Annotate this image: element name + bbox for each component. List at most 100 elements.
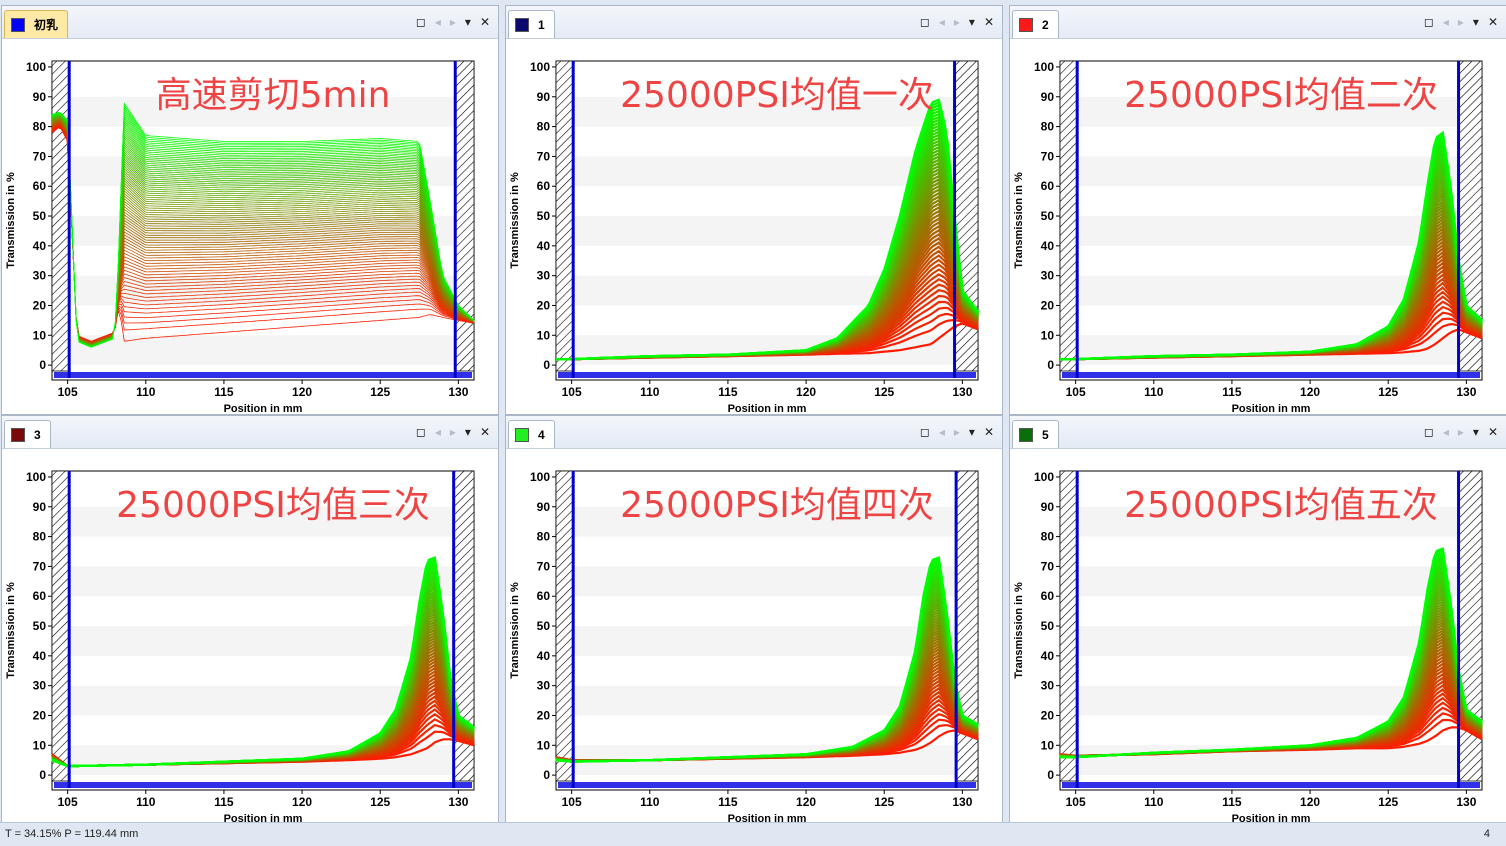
y-tick-label: 0 bbox=[1047, 768, 1054, 782]
restore-icon[interactable]: ◻ bbox=[1423, 15, 1434, 29]
panel-tab[interactable]: 初乳 bbox=[4, 10, 69, 38]
transmission-profile-line bbox=[51, 121, 475, 344]
y-tick-label: 60 bbox=[1041, 179, 1055, 193]
y-tick-label: 90 bbox=[537, 90, 551, 104]
x-tick-label: 130 bbox=[448, 385, 468, 399]
position-scale-bar bbox=[54, 372, 472, 378]
panel-tab[interactable]: 4 bbox=[508, 420, 555, 448]
dropdown-icon[interactable]: ▾ bbox=[968, 425, 975, 439]
x-tick-label: 130 bbox=[952, 385, 972, 399]
chart-canvas: 0 10 20 30 40 50 60 70 80 90 100 105 110 115 120 125 130… bbox=[509, 470, 979, 825]
close-icon[interactable]: ✕ bbox=[479, 425, 490, 439]
panel-tab[interactable]: 2 bbox=[1012, 10, 1059, 38]
next-icon[interactable]: ▸ bbox=[1457, 15, 1464, 29]
x-axis-label: Position in mm bbox=[1232, 403, 1311, 415]
close-icon[interactable]: ✕ bbox=[479, 15, 490, 29]
color-swatch-icon bbox=[515, 17, 529, 32]
restore-icon[interactable]: ◻ bbox=[415, 15, 426, 29]
panel-header: 2 ◻ ◂ ▸ ▾ ✕ bbox=[1010, 6, 1506, 39]
close-icon[interactable]: ✕ bbox=[983, 15, 994, 29]
x-tick-label: 110 bbox=[1144, 795, 1164, 809]
y-tick-label: 30 bbox=[537, 269, 551, 283]
color-swatch-icon bbox=[515, 427, 529, 442]
y-tick-label: 40 bbox=[1041, 649, 1055, 663]
y-tick-label: 70 bbox=[537, 559, 551, 573]
y-tick-label: 20 bbox=[1041, 708, 1055, 722]
transmission-profile-line bbox=[51, 123, 475, 344]
prev-icon[interactable]: ◂ bbox=[1442, 425, 1449, 439]
dropdown-icon[interactable]: ▾ bbox=[1472, 15, 1479, 29]
restore-icon[interactable]: ◻ bbox=[415, 425, 426, 439]
next-icon[interactable]: ▸ bbox=[449, 15, 456, 29]
x-tick-label: 130 bbox=[448, 795, 468, 809]
transmission-profile-line bbox=[51, 125, 475, 343]
transmission-profile-line bbox=[1060, 547, 1483, 759]
transmission-profile-line bbox=[51, 122, 475, 344]
y-tick-label: 80 bbox=[1041, 530, 1055, 544]
chart-annotation: 25000PSI均值三次 bbox=[116, 485, 430, 526]
color-swatch-icon bbox=[1019, 427, 1033, 442]
panel-tab[interactable]: 1 bbox=[508, 10, 555, 38]
dropdown-icon[interactable]: ▾ bbox=[1472, 425, 1479, 439]
prev-icon[interactable]: ◂ bbox=[434, 425, 441, 439]
panel-tab-label: 3 bbox=[34, 427, 41, 442]
chart-panel: 4 ◻ ◂ ▸ ▾ ✕ 0 10 20 30 40 50 60 70 80 90 100 105 110 115 120… bbox=[505, 415, 1003, 825]
dropdown-icon[interactable]: ▾ bbox=[464, 15, 471, 29]
grid-band bbox=[52, 275, 474, 306]
next-icon[interactable]: ▸ bbox=[1457, 425, 1464, 439]
panel-tab-label: 4 bbox=[538, 427, 545, 442]
prev-icon[interactable]: ◂ bbox=[434, 15, 441, 29]
next-icon[interactable]: ▸ bbox=[953, 15, 960, 29]
grid-band bbox=[52, 335, 474, 366]
x-tick-label: 125 bbox=[1378, 385, 1398, 399]
y-tick-label: 60 bbox=[537, 179, 551, 193]
next-icon[interactable]: ▸ bbox=[449, 425, 456, 439]
restore-icon[interactable]: ◻ bbox=[1423, 425, 1434, 439]
prev-icon[interactable]: ◂ bbox=[1442, 15, 1449, 29]
chart-annotation: 25000PSI均值五次 bbox=[1124, 485, 1438, 526]
close-icon[interactable]: ✕ bbox=[1487, 425, 1498, 439]
y-tick-label: 90 bbox=[1041, 500, 1055, 514]
chart-annotation: 25000PSI均值四次 bbox=[620, 485, 934, 526]
grid-band bbox=[556, 506, 978, 537]
x-tick-label: 105 bbox=[562, 795, 582, 809]
transmission-profile-line bbox=[555, 555, 979, 763]
chart-annotation: 25000PSI均值一次 bbox=[620, 75, 934, 116]
y-tick-label: 100 bbox=[26, 470, 46, 484]
transmission-profile-line bbox=[1060, 130, 1483, 361]
chart-canvas: 0 10 20 30 40 50 60 70 80 90 100 105 110 115 120 125 130… bbox=[509, 60, 979, 415]
y-tick-label: 40 bbox=[33, 239, 47, 253]
excluded-zone-left bbox=[51, 470, 70, 782]
restore-icon[interactable]: ◻ bbox=[919, 425, 930, 439]
panel-tab[interactable]: 3 bbox=[4, 420, 51, 448]
y-tick-label: 50 bbox=[1041, 209, 1055, 223]
x-tick-label: 110 bbox=[640, 795, 660, 809]
restore-icon[interactable]: ◻ bbox=[919, 15, 930, 29]
y-axis-label: Transmission in % bbox=[509, 172, 521, 269]
x-axis-label: Position in mm bbox=[728, 403, 807, 415]
next-icon[interactable]: ▸ bbox=[953, 425, 960, 439]
dropdown-icon[interactable]: ▾ bbox=[464, 425, 471, 439]
y-tick-label: 80 bbox=[33, 530, 47, 544]
close-icon[interactable]: ✕ bbox=[1487, 15, 1498, 29]
x-tick-label: 110 bbox=[640, 385, 660, 399]
x-tick-label: 120 bbox=[292, 385, 312, 399]
grid-band bbox=[556, 626, 978, 656]
dropdown-icon[interactable]: ▾ bbox=[968, 15, 975, 29]
transmission-profile-line bbox=[51, 122, 475, 344]
y-tick-label: 60 bbox=[537, 589, 551, 603]
y-tick-label: 100 bbox=[26, 60, 46, 74]
position-scale-bar bbox=[558, 782, 976, 788]
y-tick-label: 50 bbox=[537, 209, 551, 223]
x-tick-label: 120 bbox=[1300, 795, 1320, 809]
prev-icon[interactable]: ◂ bbox=[938, 425, 945, 439]
y-tick-label: 30 bbox=[33, 269, 47, 283]
y-tick-label: 70 bbox=[1041, 149, 1055, 163]
prev-icon[interactable]: ◂ bbox=[938, 15, 945, 29]
panel-tab[interactable]: 5 bbox=[1012, 420, 1059, 448]
close-icon[interactable]: ✕ bbox=[983, 425, 994, 439]
y-tick-label: 100 bbox=[1034, 60, 1054, 74]
grid-band bbox=[52, 96, 474, 127]
x-tick-label: 105 bbox=[58, 385, 78, 399]
transmission-profile-line bbox=[556, 98, 979, 361]
